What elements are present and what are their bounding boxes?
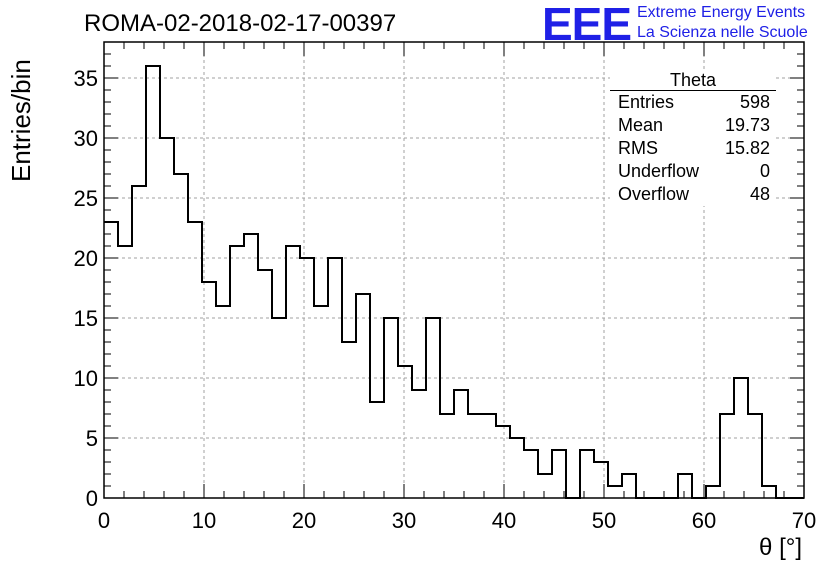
histogram-outline [104, 65, 804, 499]
stats-label: Mean [618, 115, 664, 135]
histogram-bin [104, 222, 118, 498]
histogram-bin [734, 378, 748, 498]
x-tick-label: 50 [592, 508, 616, 533]
histogram-bin [398, 366, 412, 498]
histogram-bin [216, 306, 230, 498]
histogram-bin [510, 438, 524, 498]
histogram-bin [160, 138, 174, 498]
stats-label: RMS [618, 138, 658, 158]
histogram-bin [384, 318, 398, 498]
stats-row-rms: RMS 15.82 [610, 137, 776, 160]
x-axis-label: θ [°] [759, 534, 802, 561]
stats-label: Underflow [618, 161, 700, 181]
x-tick-label: 40 [492, 508, 516, 533]
histogram-bin [468, 414, 482, 498]
histogram-bin [370, 402, 384, 498]
histogram-bin [426, 318, 440, 498]
stats-value: 0 [759, 161, 770, 181]
y-tick-label: 20 [74, 246, 98, 271]
histogram-bin [608, 486, 622, 498]
stats-value: 598 [739, 92, 770, 112]
stats-label: Entries [618, 92, 675, 112]
histogram-bin [748, 414, 762, 498]
y-tick-label: 10 [74, 366, 98, 391]
y-tick-label: 0 [86, 486, 98, 511]
histogram-bin [342, 342, 356, 498]
stats-value: 19.73 [724, 115, 770, 135]
histogram-bin [174, 174, 188, 498]
y-tick-label: 35 [74, 66, 98, 91]
histogram-bin [720, 414, 734, 498]
logo-caption-line1: Extreme Energy Events [637, 4, 806, 21]
histogram-bin [244, 234, 258, 498]
stats-label: Overflow [618, 184, 690, 204]
histogram-bin [286, 246, 300, 498]
stats-value: 48 [749, 184, 770, 204]
logo-caption-line2: La Scienza nelle Scuole [637, 24, 808, 41]
x-tick-label: 10 [192, 508, 216, 533]
histogram-bin [328, 258, 342, 498]
x-tick-label: 30 [392, 508, 416, 533]
histogram-bin [272, 318, 286, 498]
y-tick-label: 5 [86, 426, 98, 451]
histogram-bin [580, 450, 594, 498]
histogram-bin [258, 270, 272, 498]
x-tick-label: 70 [792, 508, 816, 533]
y-tick-label: 15 [74, 306, 98, 331]
stats-row-mean: Mean 19.73 [610, 114, 776, 137]
histogram-bin [440, 414, 454, 498]
histogram-bin [454, 390, 468, 498]
histogram-bin [678, 474, 692, 498]
histogram-bin [412, 390, 426, 498]
stats-row-overflow: Overflow 48 [610, 183, 776, 206]
histogram-bin [300, 258, 314, 498]
stats-value: 15.82 [724, 138, 770, 158]
y-tick-label: 30 [74, 126, 98, 151]
histogram-bin [230, 246, 244, 498]
histogram-bin [356, 294, 370, 498]
histogram-bin [524, 450, 538, 498]
histogram-bin [594, 462, 608, 498]
histogram-bin [188, 222, 202, 498]
chart-title: ROMA-02-2018-02-17-00397 [84, 10, 397, 37]
histogram-bin [132, 186, 146, 498]
histogram-bin [706, 486, 720, 498]
histogram-bin [552, 450, 566, 498]
histogram-bin [314, 306, 328, 498]
histogram-bin [146, 66, 160, 498]
stats-row-underflow: Underflow 0 [610, 160, 776, 183]
eee-logo: EEE [542, 0, 632, 50]
stats-title: Theta [610, 70, 776, 91]
stats-box: Theta Entries 598 Mean 19.73 RMS 15.82 U… [610, 70, 776, 206]
y-axis-label: Entries/bin [6, 59, 36, 182]
histogram-bin [482, 414, 496, 498]
x-tick-label: 0 [98, 508, 110, 533]
x-tick-label: 20 [292, 508, 316, 533]
x-tick-label: 60 [692, 508, 716, 533]
histogram-bin [496, 426, 510, 498]
stats-row-entries: Entries 598 [610, 91, 776, 114]
histogram-bin [202, 282, 216, 498]
y-tick-label: 25 [74, 186, 98, 211]
histogram-bin [538, 474, 552, 498]
histogram-bin [118, 246, 132, 498]
